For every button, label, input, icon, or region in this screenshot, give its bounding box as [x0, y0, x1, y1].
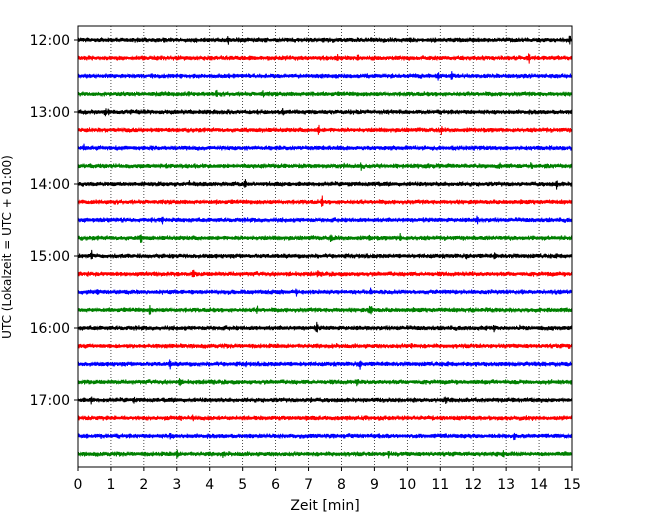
trace-row-1430 [77, 215, 573, 225]
x-tick-label-3: 3 [172, 477, 181, 493]
x-tick-label-5: 5 [238, 477, 247, 493]
trace-row-1600 [77, 321, 573, 333]
plot-frame-background [78, 26, 572, 467]
trace-row-1245 [77, 89, 573, 98]
x-tick-label-15: 15 [563, 477, 581, 493]
y-axis-title: UTC (Lokalzeit = UTC + 01:00) [0, 155, 14, 339]
x-tick-label-2: 2 [139, 477, 148, 493]
y-tick-label-14:00: 14:00 [30, 177, 70, 193]
trace-row-1315 [77, 124, 573, 135]
trace-row-1330 [77, 143, 573, 152]
trace-row-1615 [77, 342, 573, 350]
trace-row-1415 [77, 195, 573, 207]
trace-row-1745 [77, 449, 573, 459]
x-tick-label-11: 11 [431, 477, 449, 493]
x-tick-label-7: 7 [304, 477, 313, 493]
y-tick-label-12:00: 12:00 [30, 33, 70, 49]
trace-row-1300 [77, 108, 573, 117]
y-tick-label-17:00: 17:00 [30, 393, 70, 409]
trace-row-1700 [77, 396, 573, 405]
y-tick-label-15:00: 15:00 [30, 249, 70, 265]
trace-row-1545 [77, 304, 573, 315]
x-axis-title: Zeit [min] [290, 498, 359, 514]
trace-row-1530 [77, 287, 573, 297]
y-tick-label-16:00: 16:00 [30, 321, 70, 337]
trace-row-1645 [77, 378, 573, 387]
trace-row-1730 [77, 432, 573, 441]
y-tick-label-13:00: 13:00 [30, 105, 70, 121]
x-tick-label-0: 0 [74, 477, 83, 493]
x-tick-label-6: 6 [271, 477, 280, 493]
trace-row-1630 [77, 359, 573, 370]
x-tick-label-8: 8 [337, 477, 346, 493]
seismic-traces [77, 35, 573, 459]
trace-row-1445 [77, 232, 573, 243]
trace-row-1500 [77, 249, 573, 260]
trace-row-1715 [77, 414, 573, 422]
trace-row-1200 [77, 35, 573, 45]
x-tick-label-4: 4 [205, 477, 214, 493]
trace-row-1515 [77, 269, 573, 278]
x-tick-label-13: 13 [497, 477, 515, 493]
x-tick-label-14: 14 [530, 477, 548, 493]
x-tick-label-10: 10 [398, 477, 416, 493]
trace-row-1400 [77, 179, 573, 190]
x-tick-label-12: 12 [464, 477, 482, 493]
trace-row-1345 [77, 162, 573, 171]
x-tick-label-1: 1 [106, 477, 115, 493]
x-axis: 0 1 2 3 4 5 6 7 8 9 10 11 12 13 14 15 [74, 467, 581, 493]
x-tick-label-9: 9 [370, 477, 379, 493]
trace-row-1215 [77, 53, 573, 64]
plot-frame [77, 25, 573, 468]
trace-row-1230 [77, 71, 573, 81]
y-axis: 12:00 13:00 14:00 15:00 16:00 17:00 [30, 33, 78, 409]
